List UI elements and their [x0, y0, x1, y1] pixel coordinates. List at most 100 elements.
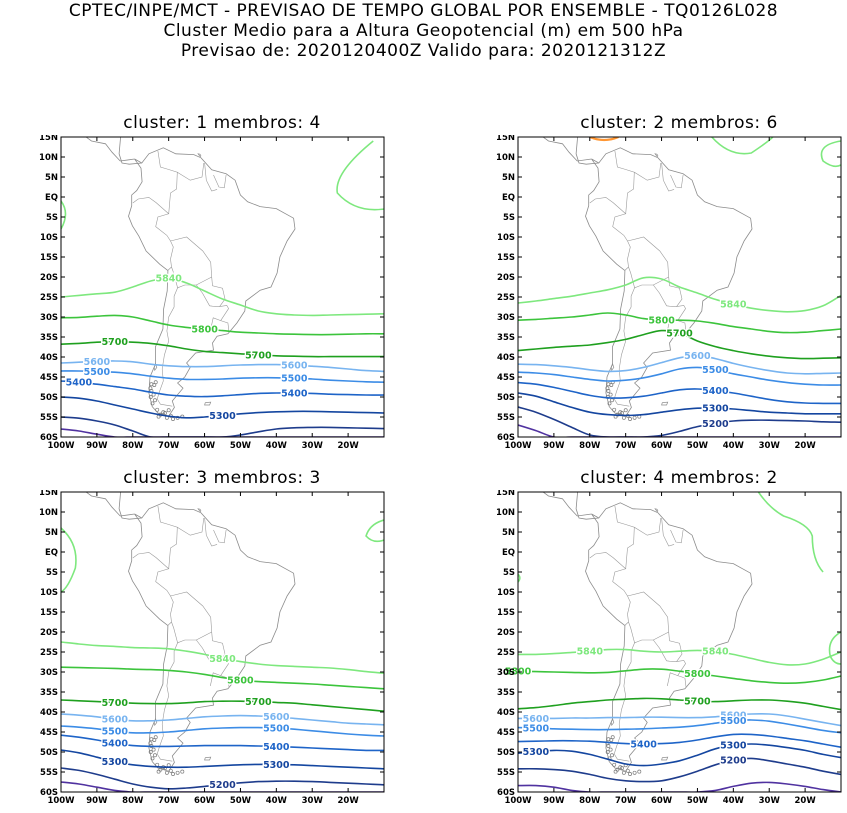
contour-5500	[61, 370, 384, 383]
contour-5840	[61, 641, 384, 674]
contour-5840	[828, 631, 841, 665]
x-tick-label: 100W	[47, 796, 75, 806]
contour-label-5700: 5700	[245, 697, 272, 708]
y-tick-label: 40S	[40, 353, 58, 363]
figure-title: CPTEC/INPE/MCT - PREVISAO DE TEMPO GLOBA…	[68, 1, 779, 21]
contour-5300	[518, 392, 841, 417]
contour-5500	[518, 719, 841, 734]
contour-5840	[757, 492, 824, 573]
contour-label-5700: 5700	[666, 328, 693, 339]
x-tick-label: 50W	[230, 796, 252, 806]
contour-5880	[589, 137, 619, 142]
contour-5200	[518, 757, 841, 783]
x-tick-label: 60W	[651, 796, 673, 806]
x-tick-label: 30W	[759, 441, 781, 451]
contour-5600	[518, 713, 841, 727]
contour-5100	[518, 781, 841, 792]
contour-5300	[61, 396, 384, 419]
x-tick-label: 40W	[266, 441, 288, 451]
y-tick-label: 15N	[496, 135, 515, 143]
land-outline	[85, 137, 296, 421]
contour-label-5700: 5700	[102, 698, 129, 709]
contour-label-5700: 5700	[245, 350, 272, 361]
contour-label-5600: 5600	[102, 715, 129, 726]
y-tick-label: 35S	[40, 333, 58, 343]
y-tick-label: 60S	[497, 788, 515, 798]
land-outline	[542, 137, 753, 421]
contour-5700	[61, 699, 384, 712]
x-tick-label: 100W	[504, 441, 532, 451]
y-tick-label: 5N	[45, 173, 58, 183]
y-tick-label: 40S	[40, 708, 58, 718]
contour-label-5600: 5600	[523, 714, 550, 725]
contour-labels: 5840580057005700560056005500550054005400…	[100, 652, 291, 792]
contour-label-5300: 5300	[702, 404, 729, 415]
contour-5800	[61, 666, 384, 690]
contour-lines	[61, 519, 384, 792]
contour-5840	[61, 200, 67, 230]
contour-5400	[61, 380, 384, 398]
y-tick-label: 50S	[40, 393, 58, 403]
contour-label-5500: 5500	[281, 374, 308, 385]
contour-label-5400: 5400	[102, 739, 129, 750]
y-tick-label: 50S	[40, 748, 58, 758]
contour-5800	[518, 668, 841, 685]
contour-5800	[518, 312, 841, 334]
y-tick-label: 10S	[497, 233, 515, 243]
x-tick-label: 60W	[194, 441, 216, 451]
map-frame	[60, 136, 385, 438]
y-tick-label: 10N	[39, 153, 58, 163]
x-tick-label: 80W	[122, 441, 144, 451]
y-tick-label: 25S	[497, 648, 515, 658]
contour-5800	[61, 314, 384, 336]
contour-5840	[820, 140, 841, 168]
x-tick-label: 60W	[194, 796, 216, 806]
y-tick-label: 10N	[496, 508, 515, 518]
y-tick-label: 45S	[497, 373, 515, 383]
y-tick-label: 20S	[497, 273, 515, 283]
contour-5300	[61, 749, 384, 770]
y-tick-label: 60S	[497, 433, 515, 443]
y-tick-label: 10S	[40, 233, 58, 243]
y-tick-label: 15S	[497, 253, 515, 263]
y-tick-label: 20S	[40, 273, 58, 283]
contour-label-5600: 5600	[281, 360, 308, 371]
map-chart: 5840580057005700560056005500550054005400…	[39, 490, 385, 806]
contour-label-5200: 5200	[209, 780, 236, 791]
contour-5600	[61, 360, 384, 373]
y-tick-label: 55S	[40, 413, 58, 423]
contour-5200	[61, 767, 384, 790]
contour-lines	[518, 492, 841, 792]
contour-5600	[518, 354, 841, 375]
x-tick-label: 20W	[338, 441, 360, 451]
y-tick-label: 40S	[497, 708, 515, 718]
contour-label-5600: 5600	[84, 357, 111, 368]
contour-label-5500: 5500	[102, 727, 129, 738]
y-tick-label: 40S	[497, 353, 515, 363]
contour-5700	[518, 329, 841, 360]
x-tick-label: 90W	[543, 796, 565, 806]
contour-label-5400: 5400	[281, 388, 308, 399]
y-tick-label: 30S	[40, 668, 58, 678]
y-tick-label: 5N	[45, 528, 58, 538]
y-tick-label: 20S	[40, 628, 58, 638]
y-tick-label: EQ	[502, 548, 515, 558]
y-tick-label: 50S	[497, 748, 515, 758]
x-tick-label: 30W	[302, 796, 324, 806]
y-tick-label: 5N	[502, 528, 515, 538]
contour-5840	[518, 276, 841, 313]
contour-5600	[61, 713, 384, 726]
contour-label-5400: 5400	[66, 378, 93, 389]
x-tick-label: 60W	[651, 441, 673, 451]
cluster-panel-3: cluster: 3 membros: 3 5840 5800 5700 5700 56…	[0, 468, 420, 813]
contour-label-5300: 5300	[263, 760, 290, 771]
land-outline	[85, 492, 296, 776]
contour-label-5700: 5700	[102, 337, 129, 348]
contour-lines	[61, 140, 384, 437]
y-tick-label: 5N	[502, 173, 515, 183]
y-tick-label: 15N	[39, 490, 58, 498]
y-tick-label: 15S	[40, 253, 58, 263]
y-tick-label: 15S	[40, 608, 58, 618]
y-tick-label: 15S	[497, 608, 515, 618]
